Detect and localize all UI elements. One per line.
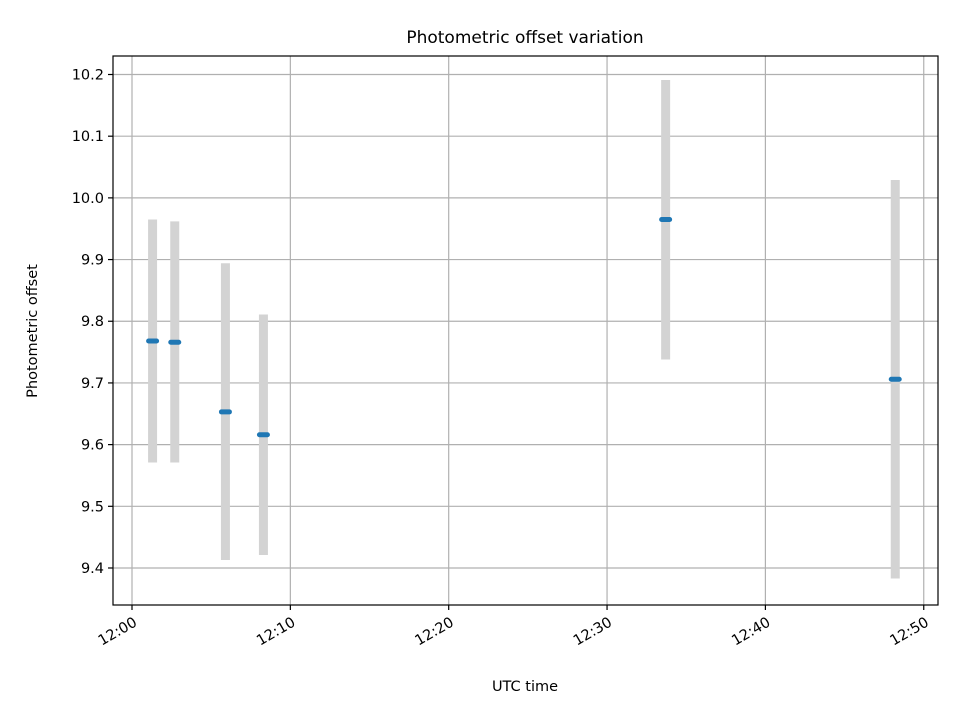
- y-tick-label: 10.1: [72, 129, 104, 145]
- y-tick-label: 9.8: [81, 314, 104, 330]
- x-axis-title: UTC time: [492, 679, 558, 695]
- y-axis: 9.4 9.5 9.6 9.7 9.8 9.9 10.0 10.1 10.2: [72, 68, 113, 577]
- grid-lines: [113, 56, 938, 605]
- y-axis-title: Photometric offset: [25, 264, 41, 398]
- y-tick-label: 9.9: [81, 253, 104, 269]
- y-tick-label: 9.4: [81, 561, 104, 577]
- chart-title: Photometric offset variation: [406, 28, 643, 48]
- plot-area-background: [113, 56, 938, 605]
- y-tick-label: 9.5: [81, 499, 104, 515]
- y-tick-label: 9.6: [81, 438, 104, 454]
- y-tick-label: 10.0: [72, 191, 104, 207]
- y-tick-label: 9.7: [81, 376, 104, 392]
- data-points: [146, 216, 902, 438]
- y-tick-label: 10.2: [72, 68, 104, 84]
- plot-frame: [112, 55, 939, 606]
